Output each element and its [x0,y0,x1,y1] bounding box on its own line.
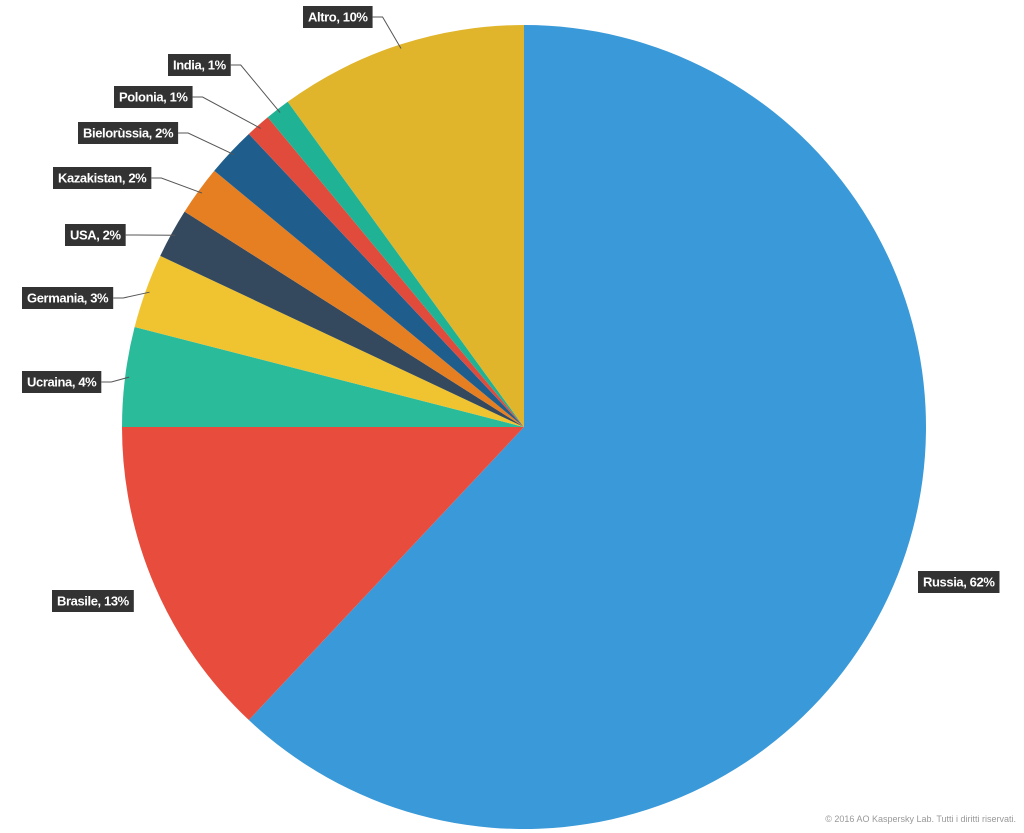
data-label: Russia, 62% [923,574,995,589]
pie-slice [267,101,524,427]
leader-line [372,16,402,49]
footer: © 2016 AO Kaspersky Lab. Tutti i diritti… [825,814,1016,824]
data-label-box [918,571,1000,593]
data-label: Germania, 3% [27,290,109,305]
leader-line [151,177,203,194]
data-label-group: USA, 2% [65,224,126,246]
pie-slice [122,327,524,427]
data-label: Polonia, 1% [119,89,188,104]
data-label-box [22,287,114,309]
pie-slice [248,25,926,830]
leader-line [192,96,262,129]
data-label-group: Brasile, 13% [52,590,134,612]
data-label-group: Germania, 3% [22,287,114,309]
data-label-box [52,590,134,612]
data-label: Altro, 10% [308,9,368,24]
data-label-group: Kazakistan, 2% [53,167,152,189]
data-label-group: Polonia, 1% [114,86,193,108]
leader-line [101,376,130,383]
data-label: Brasile, 13% [57,593,130,608]
data-label: India, 1% [173,57,227,72]
data-label-box [22,371,102,393]
data-label: Bielorùssia, 2% [83,125,174,140]
leader-line [113,291,150,299]
pie-slice [134,255,524,427]
pie-slice [214,133,525,428]
data-label: Kazakistan, 2% [58,170,147,185]
pie-slice [287,25,524,427]
slices [122,25,926,830]
data-label-box [303,6,373,28]
data-label-group: India, 1% [168,54,231,76]
pie-slice [122,427,524,721]
data-label: Ucraina, 4% [27,374,97,389]
data-label-group: Altro, 10% [303,6,373,28]
data-label-box [53,167,152,189]
leader-line [230,64,281,113]
pie-slice [248,117,524,428]
data-label-box [65,224,126,246]
data-label-group: Bielorùssia, 2% [78,122,179,144]
data-label-box [114,86,193,108]
data-label: USA, 2% [70,227,122,242]
pie-slice [160,211,524,427]
leader-line [178,132,235,156]
data-label-box [168,54,231,76]
data-label-box [78,122,179,144]
pie-slice [184,170,524,427]
data-label-group: Ucraina, 4% [22,371,102,393]
labels: Russia, 62% Brasile, 13% Ucraina, 4% German… [22,6,1000,612]
data-label-group: Russia, 62% [918,571,1000,593]
